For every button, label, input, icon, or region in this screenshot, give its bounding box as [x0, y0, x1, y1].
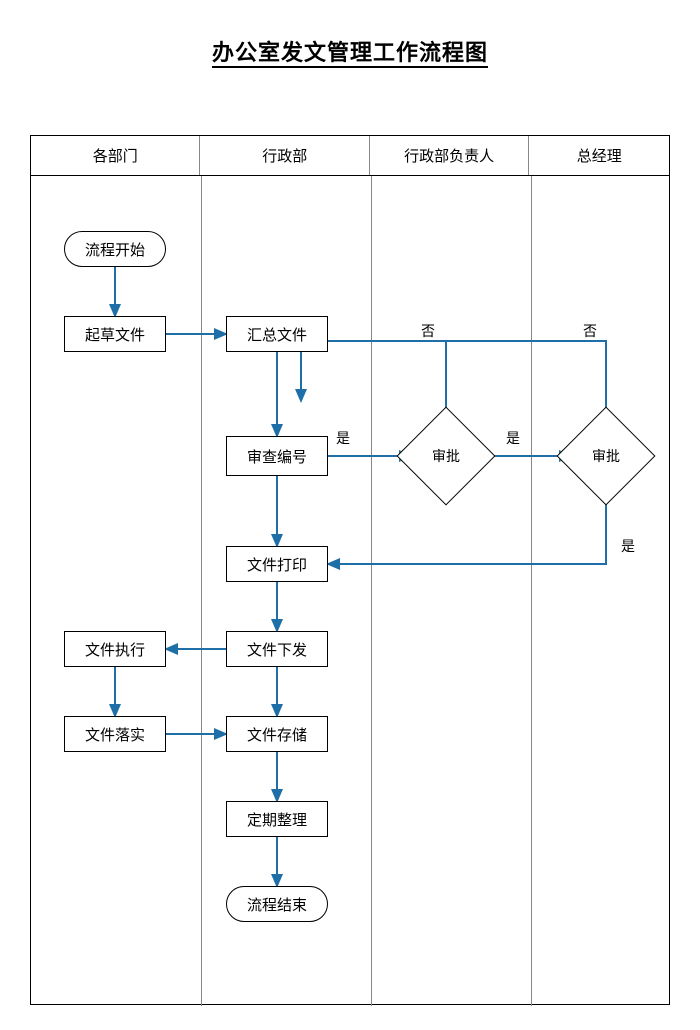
node-issue-label: 文件下发	[247, 639, 307, 660]
edge-label-yes2: 是	[506, 428, 520, 448]
lane-divider-2	[371, 176, 372, 1006]
node-execute-label: 文件执行	[85, 639, 145, 660]
lane-header-3: 行政部负责人	[370, 136, 530, 175]
node-approve2-label: 审批	[592, 446, 620, 466]
node-store: 文件存储	[226, 716, 328, 752]
lane-header-4: 总经理	[529, 136, 669, 175]
page-title: 办公室发文管理工作流程图	[0, 0, 700, 67]
node-review-label: 审查编号	[247, 446, 307, 467]
node-sort: 定期整理	[226, 801, 328, 837]
node-draft-label: 起草文件	[85, 324, 145, 345]
node-print-label: 文件打印	[247, 554, 307, 575]
swimlane-container: 各部门 行政部 行政部负责人 总经理 流程开始 起草文件 汇总文件 审查编号 审…	[30, 135, 670, 1005]
edge-label-yes1: 是	[336, 428, 350, 448]
edge-label-no2: 否	[583, 321, 597, 341]
edge-label-no1: 否	[421, 321, 435, 341]
edge-label-yes3: 是	[621, 536, 635, 556]
lane-header-2: 行政部	[200, 136, 369, 175]
node-issue: 文件下发	[226, 631, 328, 667]
node-review: 审查编号	[226, 436, 328, 476]
lane-divider-1	[201, 176, 202, 1006]
lane-headers: 各部门 行政部 行政部负责人 总经理	[31, 136, 669, 176]
node-approve2: 审批	[571, 421, 641, 491]
node-collect-label: 汇总文件	[247, 324, 307, 345]
node-start: 流程开始	[64, 231, 166, 267]
node-start-label: 流程开始	[85, 239, 145, 260]
node-execute: 文件执行	[64, 631, 166, 667]
node-store-label: 文件存储	[247, 724, 307, 745]
lane-body: 流程开始 起草文件 汇总文件 审查编号 审批 审批 文件打印 文件下发 文件执行…	[31, 176, 669, 1006]
lane-header-1: 各部门	[31, 136, 200, 175]
node-sort-label: 定期整理	[247, 809, 307, 830]
node-collect: 汇总文件	[226, 316, 328, 352]
flowchart-edges	[31, 176, 671, 1006]
node-end: 流程结束	[226, 886, 328, 922]
node-approve1: 审批	[411, 421, 481, 491]
lane-divider-3	[531, 176, 532, 1006]
node-impl-label: 文件落实	[85, 724, 145, 745]
node-print: 文件打印	[226, 546, 328, 582]
node-impl: 文件落实	[64, 716, 166, 752]
node-approve1-label: 审批	[432, 446, 460, 466]
node-end-label: 流程结束	[247, 894, 307, 915]
node-draft: 起草文件	[64, 316, 166, 352]
